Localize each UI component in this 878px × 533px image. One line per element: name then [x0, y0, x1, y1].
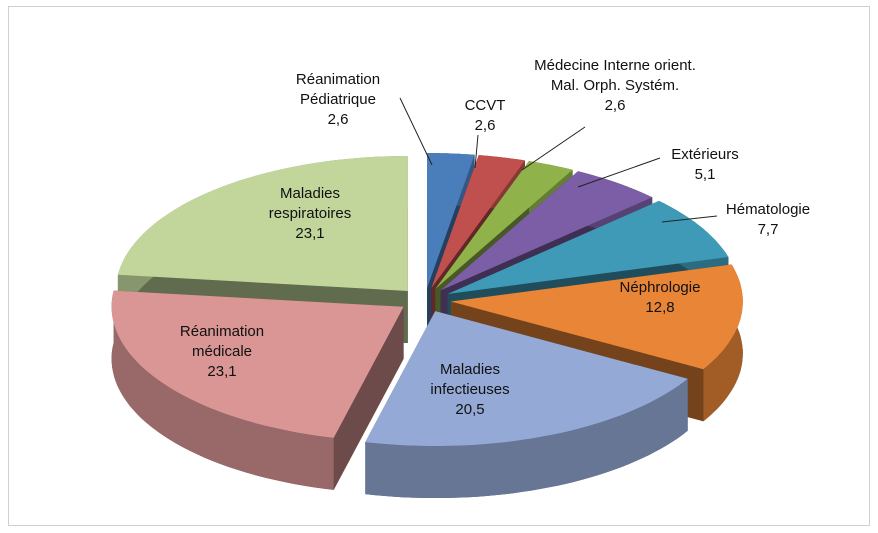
- category-label: Réanimation Pédiatrique: [295, 71, 381, 108]
- leader-line: [521, 126, 586, 171]
- value-label: 12,8: [645, 299, 675, 316]
- slice-top: [431, 155, 525, 289]
- slice-top: [111, 290, 404, 438]
- slice-side: [365, 378, 688, 498]
- data-label: Maladies infectieuses 20,5: [400, 360, 540, 420]
- slice: [111, 290, 404, 490]
- data-label: CCVT 2,6: [445, 96, 525, 136]
- data-label: Réanimation Pédiatrique 2,6: [273, 70, 403, 130]
- leader-line: [399, 97, 433, 166]
- category-label: Médecine Interne orient. Mal. Orph. Syst…: [534, 57, 696, 94]
- value-label: 7,7: [757, 221, 779, 238]
- category-label: Néphrologie: [619, 279, 701, 296]
- data-label: Extérieurs 5,1: [655, 145, 755, 185]
- category-label: Maladies respiratoires: [268, 185, 352, 222]
- data-label: Réanimation médicale 23,1: [152, 322, 292, 382]
- slice-top: [365, 311, 688, 446]
- slice: [365, 311, 688, 498]
- value-label: 2,6: [327, 111, 349, 128]
- value-label: 5,1: [694, 166, 716, 183]
- value-label: 23,1: [207, 363, 237, 380]
- leader-line: [577, 157, 661, 188]
- data-label: Maladies respiratoires 23,1: [240, 184, 380, 244]
- value-label: 23,1: [295, 225, 325, 242]
- leader-line: [474, 134, 479, 169]
- category-label: Maladies infectieuses: [430, 361, 510, 398]
- category-label: Hématologie: [725, 201, 811, 218]
- value-label: 2,6: [604, 97, 626, 114]
- data-label: Hématologie 7,7: [713, 200, 823, 240]
- value-label: 20,5: [455, 401, 485, 418]
- leader-line: [661, 215, 718, 223]
- category-label: CCVT: [464, 97, 506, 114]
- slice-top: [435, 161, 573, 289]
- category-label: Réanimation médicale: [179, 323, 265, 360]
- data-label: Médecine Interne orient. Mal. Orph. Syst…: [530, 56, 700, 116]
- category-label: Extérieurs: [671, 146, 739, 163]
- slice-top: [447, 200, 729, 294]
- slice-top: [117, 156, 408, 291]
- slice-top: [450, 264, 743, 370]
- slice-top: [440, 171, 653, 291]
- value-label: 2,6: [474, 117, 496, 134]
- data-label: Néphrologie 12,8: [600, 278, 720, 318]
- slice-top: [427, 153, 475, 288]
- chart-frame: [8, 6, 870, 526]
- slice-side: [111, 290, 334, 490]
